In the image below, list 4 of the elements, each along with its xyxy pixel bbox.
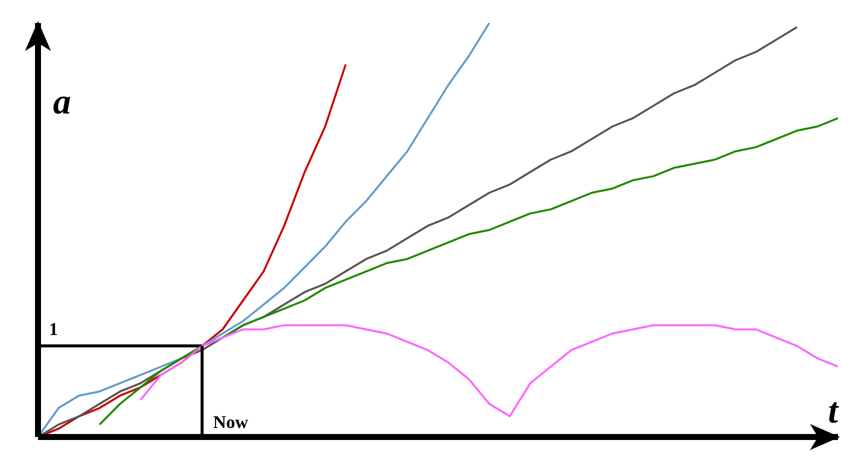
x-axis-title: t: [828, 390, 839, 431]
annotation: 1: [49, 318, 58, 339]
y-axis-title: a: [53, 82, 71, 122]
annotation: Now: [213, 412, 248, 432]
